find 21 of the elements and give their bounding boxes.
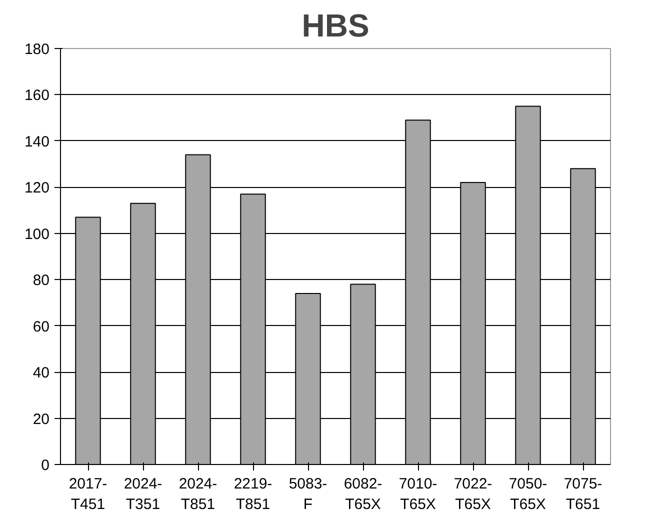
y-tick-label: 80 (32, 272, 50, 290)
y-tick-label: 40 (32, 364, 50, 382)
x-tick-label: 7010- T65X (398, 476, 438, 513)
x-tick-label: 2017- T451 (68, 476, 108, 513)
chart-title: HBS (302, 8, 370, 44)
y-tick-label: 140 (24, 133, 50, 150)
y-tick-label: 180 (24, 41, 50, 58)
x-tick-label: 2024- T851 (178, 476, 218, 513)
x-tick-label: 7075- T651 (564, 476, 602, 513)
y-tick-label: 120 (24, 180, 50, 197)
x-tick-label: 6082- T65X (344, 476, 382, 513)
x-tick-label: 2024- T351 (124, 476, 162, 513)
y-tick-label: 0 (41, 457, 50, 474)
y-tick-label: 20 (32, 410, 50, 428)
x-tick-label: 2219- T851 (234, 476, 272, 513)
x-tick-label: 7050- T65X (508, 476, 548, 513)
x-tick-label: 5083- F (288, 476, 328, 513)
x-tick-label: 7022- T65X (454, 476, 492, 513)
y-tick-label: 60 (32, 318, 50, 336)
y-tick-label: 160 (24, 87, 50, 104)
y-tick-label: 100 (24, 226, 50, 243)
